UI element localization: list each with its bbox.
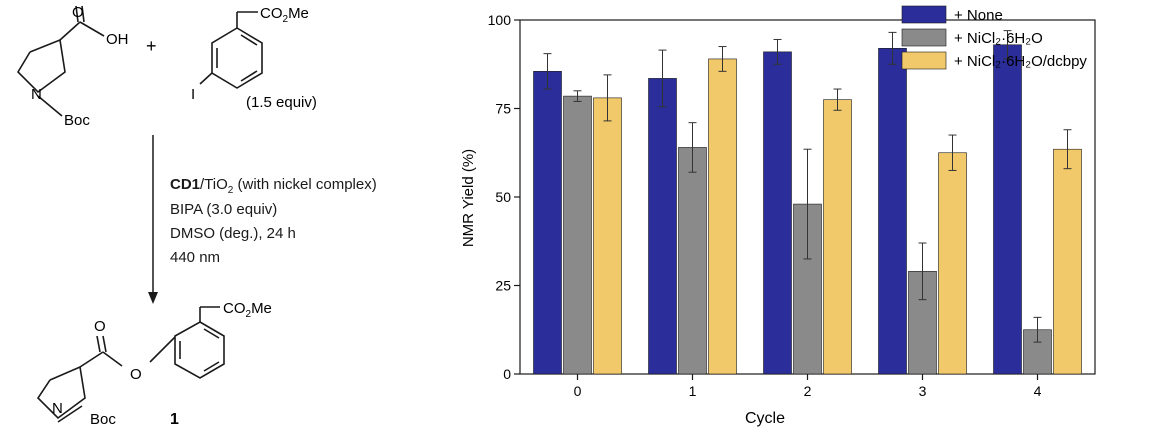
condition-catalyst: CD1/TiO2 (with nickel complex) [170, 176, 377, 196]
y-tick-label: 25 [495, 278, 511, 294]
legend-label: + None [954, 7, 1003, 24]
reaction-arrow [148, 135, 158, 304]
legend-swatch [901, 51, 947, 70]
legend-swatch [901, 28, 947, 47]
x-tick-label: 2 [804, 383, 812, 399]
bar [593, 97, 622, 375]
reaction-scheme: O OH N Boc + I CO2Me (1.5 equiv) CD1/TiO… [16, 4, 377, 428]
x-axis-label: Cycle [745, 410, 785, 427]
boc-proline-structure [16, 5, 105, 117]
reagent-equiv-label: (1.5 equiv) [246, 94, 317, 111]
x-tick-label: 1 [689, 383, 697, 399]
condition-solvent: DMSO (deg.), 24 h [170, 225, 296, 242]
product-ester-label: CO2Me [223, 300, 272, 320]
bar [533, 71, 562, 375]
product-carbonyl-o-label: O [94, 318, 106, 335]
condition-base: BIPA (3.0 equiv) [170, 201, 277, 218]
carbonyl-o-label: O [72, 4, 84, 21]
bar [648, 78, 677, 375]
bar [993, 44, 1022, 375]
x-tick-label: 3 [919, 383, 927, 399]
bar [938, 152, 967, 375]
iodobenzoate-structure [199, 11, 263, 89]
y-tick-label: 0 [503, 366, 511, 382]
x-tick-label: 0 [574, 383, 582, 399]
iodo-label: I [191, 86, 195, 103]
y-axis-label: NMR Yield (%) [460, 149, 477, 247]
bar [878, 48, 907, 375]
legend-swatch [901, 5, 947, 24]
bar [763, 51, 792, 375]
product-ester-o-label: O [130, 366, 142, 383]
bar [1053, 148, 1082, 375]
product-number-label: 1 [170, 411, 179, 428]
legend: + None + NiCl₂·6H₂O + NiCl₂·6H₂O/dcbpy [901, 5, 1087, 70]
legend-label: + NiCl₂·6H₂O/dcbpy [954, 53, 1087, 70]
bar-chart: 0 25 50 75 100 0 1 2 3 4 NMR Yield (%) Cycle + No… [460, 5, 1096, 427]
product-nitrogen-label: N [52, 400, 63, 417]
y-tick-label: 100 [488, 12, 512, 28]
condition-wavelength: 440 nm [170, 249, 220, 266]
plus-sign: + [146, 36, 157, 56]
y-tick-label: 75 [495, 101, 511, 117]
bar [823, 99, 852, 375]
hydroxyl-label: OH [106, 31, 129, 48]
legend-label: + NiCl₂·6H₂O [954, 30, 1043, 47]
bar [563, 95, 592, 375]
boc-label: Boc [64, 112, 90, 129]
reagent-ester-label: CO2Me [260, 5, 309, 25]
product-boc-label: Boc [90, 411, 116, 428]
x-tick-label: 4 [1034, 383, 1042, 399]
y-tick-label: 50 [495, 189, 511, 205]
product-structure [36, 306, 225, 423]
bar [708, 58, 737, 375]
bar [678, 147, 707, 375]
nitrogen-label: N [31, 86, 42, 103]
